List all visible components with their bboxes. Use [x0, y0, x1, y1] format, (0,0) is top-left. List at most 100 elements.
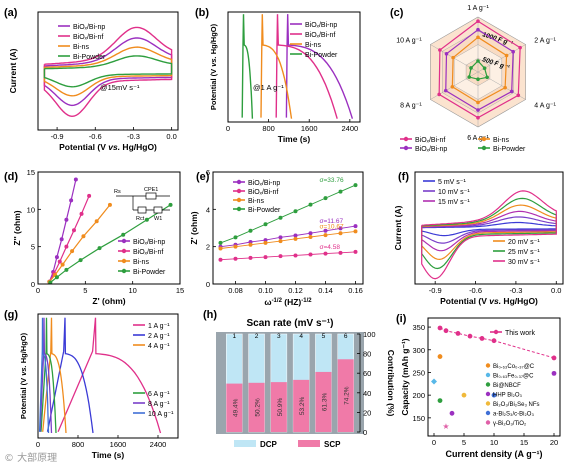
x-tick-label: -0.9 [429, 286, 442, 295]
radar-point [450, 85, 455, 89]
nyquist-point [64, 217, 69, 222]
nyquist-point [64, 244, 69, 249]
this-work-point [443, 328, 449, 334]
radar-point [476, 19, 480, 24]
circuit-label: Rs [114, 189, 121, 195]
panel-label: (c) [390, 7, 404, 19]
legend-label: This work [505, 330, 535, 337]
x-tick-label: 0.08 [228, 286, 243, 295]
legend-marker [485, 372, 491, 378]
legend-label: 5 mV s⁻¹ [438, 179, 466, 186]
legend-label: 2 A g⁻¹ [148, 333, 170, 340]
data-point [353, 183, 358, 188]
x-tick-label: 0.10 [258, 286, 273, 295]
label-part: (HZ) [282, 297, 302, 307]
nyquist-point [69, 198, 74, 203]
this-work-point [437, 325, 443, 331]
legend-marker [236, 197, 242, 203]
radar-point [444, 52, 449, 56]
this-work-point [455, 331, 461, 336]
ref-point [437, 398, 443, 403]
legend-label: Bi-ns [73, 44, 89, 51]
x-tick-label: -0.3 [509, 286, 522, 295]
legend-label: BiOₓ/Bi-np [73, 24, 105, 31]
circuit-label: W1 [154, 216, 162, 222]
radar-point [476, 35, 480, 40]
bar-scp [293, 379, 310, 432]
radar-point [476, 27, 480, 32]
legend-label: Bi-ns [133, 259, 149, 266]
data-point [233, 244, 238, 249]
data-point [323, 228, 328, 233]
legend-label: 15 mV s⁻¹ [438, 199, 470, 206]
nyquist-point [107, 202, 112, 207]
x-tick-label: 2400 [150, 440, 167, 449]
radar-point [504, 53, 509, 58]
legend-marker [236, 206, 242, 212]
legend-label: BiOₓ/Bi-nf [133, 249, 163, 256]
legend-marker [236, 179, 242, 185]
legend-label: BiOₓ/Bi-np [305, 22, 337, 29]
x-axis-label: Time (s) [278, 134, 311, 144]
legend-label: Bi-ns [305, 42, 321, 49]
y-tick-label: 15 [27, 168, 35, 177]
data-point [278, 254, 283, 259]
legend-marker [236, 188, 242, 194]
cv-curve [43, 55, 173, 88]
ref-point [491, 392, 497, 398]
legend-label: Bi-ns [248, 198, 264, 205]
y-tick-label: 40 [363, 389, 371, 398]
plot-frame [37, 11, 179, 131]
x-tick-label: 5 [83, 286, 87, 295]
legend-label: 10 A g⁻¹ [148, 411, 174, 418]
cv-curve [421, 190, 557, 280]
fit-line [220, 184, 356, 244]
y-axis-label: Current (A) [8, 48, 18, 93]
legend-label: BiOₓ/Bi-np [248, 180, 280, 187]
radar-point [509, 89, 514, 94]
ref-point: ★ [442, 422, 449, 431]
bar-scp [248, 382, 265, 432]
legend-label: DCP [260, 440, 278, 449]
x-tick-label: 2 [255, 333, 259, 340]
data-point [338, 226, 343, 231]
data-point [248, 240, 253, 244]
x-tick-label: 0 [432, 438, 436, 447]
legend-label: SCP [324, 440, 341, 449]
bar-value-label: 74.2% [344, 386, 351, 405]
legend-label: BiOₓ/Bi-nf [305, 32, 335, 39]
legend-marker [121, 248, 127, 254]
cv-curve [43, 26, 173, 118]
legend-label: BiOₓ/Bi-np [415, 146, 447, 153]
radar-point [476, 100, 480, 105]
y-tick-label: 4 [206, 205, 210, 214]
legend-label: Bi₂O₃/Bi₂Se₃ NFs [493, 402, 540, 408]
radar-point [437, 92, 441, 97]
data-point [338, 231, 343, 236]
bar-scp [270, 382, 287, 432]
label-part: Potential (V [209, 67, 218, 110]
nyquist-point [73, 177, 78, 182]
x-tick-label: 5 [462, 438, 466, 447]
panel-label: (b) [195, 7, 209, 19]
label-part: vs. [108, 142, 120, 152]
data-point [308, 234, 313, 239]
x-tick-label: 0.0 [166, 132, 176, 141]
legend-marker [121, 258, 127, 264]
gcd-curve [285, 14, 354, 119]
legend-label: Bi-Powder [133, 269, 166, 276]
nyquist-point [94, 219, 99, 224]
y-tick-label: 0 [206, 280, 210, 289]
x-tick-label: 10 [490, 438, 498, 447]
nyquist-point [168, 202, 173, 207]
legend-marker [485, 420, 491, 425]
legend-label: BiOₓ/Bi-nf [415, 137, 445, 144]
ref-point [461, 392, 467, 398]
y-axis-label: Potential (V vs. Hg/HgO) [19, 332, 28, 419]
y-axis-label: Potential (V vs. Hg/HgO) [209, 23, 218, 110]
radar-axis-label: 4 A g⁻¹ [534, 103, 556, 110]
radar-point [485, 75, 489, 80]
y-tick-label: 2 [206, 243, 210, 252]
x-tick-label: 2400 [342, 124, 359, 133]
panel-label: (g) [4, 309, 18, 321]
